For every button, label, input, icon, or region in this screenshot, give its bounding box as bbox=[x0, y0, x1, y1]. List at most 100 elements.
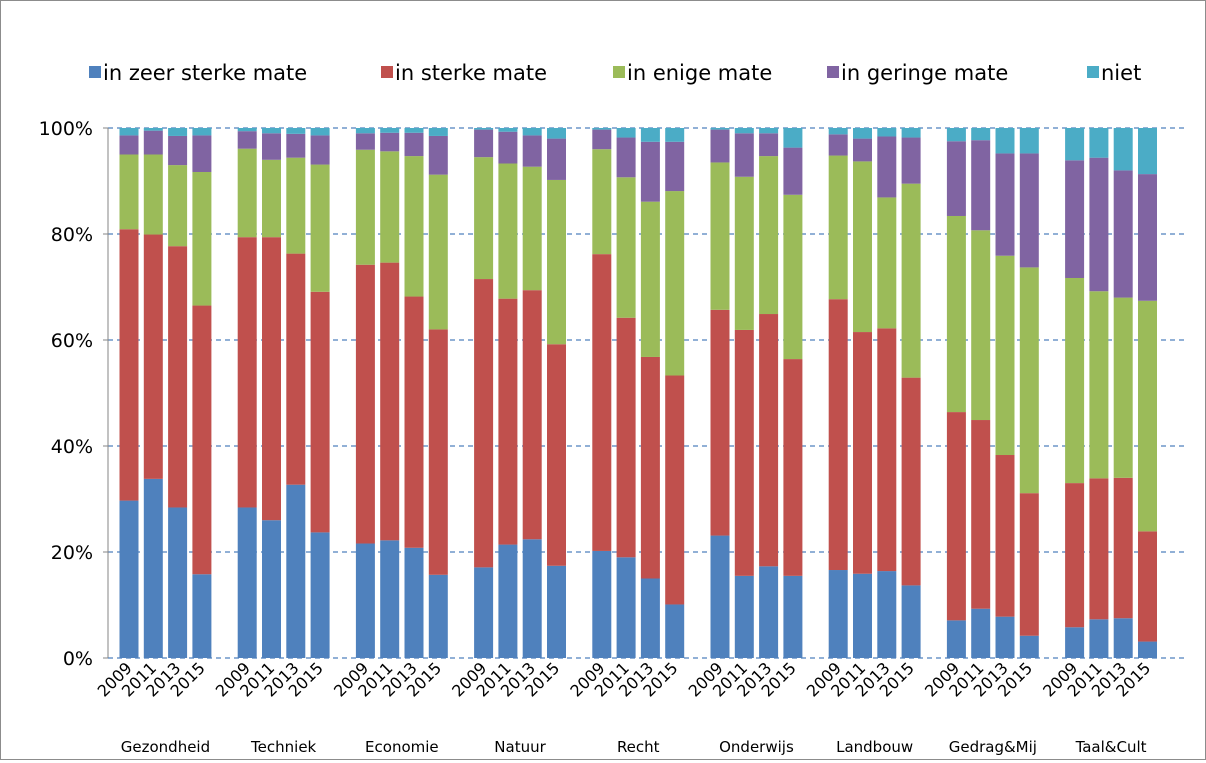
bar-segment bbox=[616, 177, 636, 318]
bar-segment bbox=[547, 138, 566, 180]
bar-segment bbox=[547, 344, 566, 566]
bar-segment bbox=[971, 608, 991, 658]
bar-segment bbox=[853, 573, 872, 658]
bar-segment bbox=[474, 128, 494, 130]
bar-segment bbox=[616, 317, 636, 558]
bar-segment bbox=[1065, 128, 1085, 161]
bar-segment bbox=[1138, 128, 1157, 175]
bar-segment bbox=[522, 128, 542, 136]
bar-segment bbox=[971, 230, 991, 421]
bar-segment bbox=[946, 215, 966, 413]
bar-segment bbox=[734, 329, 754, 576]
bar-segment bbox=[1113, 297, 1133, 478]
bar-segment bbox=[783, 147, 803, 195]
bar-segment bbox=[310, 128, 330, 136]
bar-segment bbox=[192, 305, 212, 575]
bar-segment bbox=[404, 132, 424, 157]
bar-segment bbox=[119, 500, 139, 658]
bar-segment bbox=[665, 141, 685, 192]
legend-swatch bbox=[613, 66, 625, 78]
bar-segment bbox=[759, 566, 779, 658]
bar-segment bbox=[640, 141, 660, 202]
bar-segment bbox=[1065, 627, 1085, 658]
bar-segment bbox=[995, 616, 1015, 658]
bar-segment bbox=[237, 237, 257, 508]
bar-segment bbox=[640, 356, 660, 579]
bar-segment bbox=[428, 128, 448, 136]
bar-segment bbox=[853, 161, 872, 333]
bar-segment bbox=[1019, 267, 1039, 494]
bar-segment bbox=[1019, 153, 1039, 268]
legend-label: in enige mate bbox=[627, 61, 772, 85]
bar-segment bbox=[828, 128, 848, 135]
bar-segment bbox=[877, 128, 897, 137]
bar-segment bbox=[380, 132, 400, 152]
bar-segment bbox=[592, 254, 612, 551]
bar-segment bbox=[143, 128, 163, 131]
bar-segment bbox=[759, 128, 779, 134]
bar-segment bbox=[1113, 618, 1133, 658]
bar-segment bbox=[168, 135, 188, 166]
bar-segment bbox=[853, 138, 872, 162]
bar-segment bbox=[616, 128, 636, 138]
bar-segment bbox=[168, 165, 188, 247]
bar-segment bbox=[592, 129, 612, 150]
bar-segment bbox=[783, 194, 803, 360]
bar-segment bbox=[119, 135, 139, 155]
bar-segment bbox=[946, 128, 966, 142]
legend-label: in zeer sterke mate bbox=[103, 61, 307, 85]
bar-segment bbox=[995, 455, 1015, 617]
bar-segment bbox=[168, 507, 188, 658]
bar-segment bbox=[143, 154, 163, 235]
bar-segment bbox=[616, 137, 636, 178]
bar-segment bbox=[262, 159, 281, 238]
legend-label: niet bbox=[1101, 61, 1141, 85]
bar-segment bbox=[474, 129, 494, 158]
bar-segment bbox=[355, 543, 375, 658]
bar-segment bbox=[547, 179, 566, 345]
bar-segment bbox=[262, 128, 281, 134]
bar-segment bbox=[640, 201, 660, 357]
bar-segment bbox=[734, 133, 754, 177]
bar-segment bbox=[310, 135, 330, 165]
bar-segment bbox=[734, 176, 754, 330]
bar-segment bbox=[1019, 493, 1039, 636]
bar-segment bbox=[522, 539, 542, 658]
bar-segment bbox=[262, 520, 281, 658]
bar-segment bbox=[1089, 128, 1109, 158]
bar-segment bbox=[710, 309, 730, 536]
bar-segment bbox=[1019, 635, 1039, 658]
bar-segment bbox=[428, 135, 448, 175]
bar-segment bbox=[710, 162, 730, 310]
bar-segment bbox=[428, 174, 448, 330]
bar-segment bbox=[759, 314, 779, 567]
bar-segment bbox=[901, 137, 921, 184]
bar-segment bbox=[901, 128, 921, 138]
bar-segment bbox=[759, 156, 779, 315]
bar-segment bbox=[1065, 277, 1085, 484]
bar-segment bbox=[877, 328, 897, 572]
bar-segment bbox=[901, 377, 921, 586]
bar-segment bbox=[380, 262, 400, 541]
bar-segment bbox=[474, 157, 494, 280]
bar-segment bbox=[901, 183, 921, 378]
bar-segment bbox=[783, 575, 803, 658]
bar-segment bbox=[522, 135, 542, 167]
bar-segment bbox=[877, 571, 897, 658]
bar-segment bbox=[237, 507, 257, 658]
bar-segment bbox=[428, 329, 448, 575]
bar-segment bbox=[498, 544, 518, 658]
bar-segment bbox=[404, 156, 424, 297]
bar-segment bbox=[828, 134, 848, 156]
legend-label: in geringe mate bbox=[841, 61, 1008, 85]
group-label: Gedrag&Mij bbox=[949, 738, 1037, 756]
bar-segment bbox=[192, 135, 212, 172]
bar-segment bbox=[192, 574, 212, 658]
bar-segment bbox=[1089, 157, 1109, 292]
bar-segment bbox=[665, 604, 685, 658]
legend-swatch bbox=[1087, 66, 1099, 78]
bar-segment bbox=[592, 149, 612, 255]
bar-segment bbox=[665, 375, 685, 605]
bar-segment bbox=[286, 484, 306, 658]
bar-segment bbox=[143, 130, 163, 155]
